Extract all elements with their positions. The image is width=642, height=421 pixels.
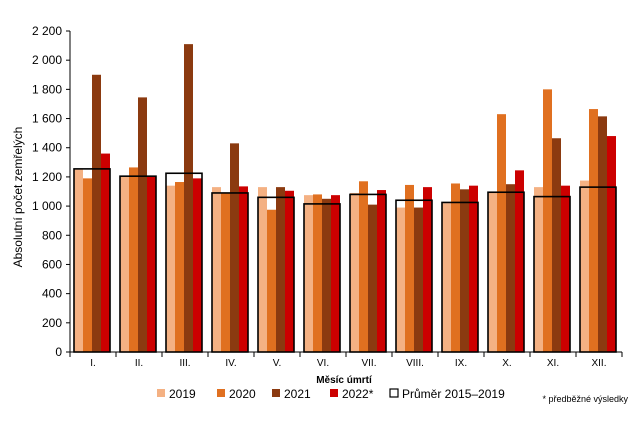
bar-2019-3 xyxy=(166,185,175,352)
bar-2020-10 xyxy=(497,114,506,352)
bar-2021-8 xyxy=(414,207,423,352)
bar-2019-2 xyxy=(120,176,129,352)
bar-2019-6 xyxy=(304,195,313,352)
y-tick-label: 800 xyxy=(42,228,62,242)
x-tick-label: III. xyxy=(179,358,190,369)
bar-2020-3 xyxy=(175,182,184,352)
bar-2020-4 xyxy=(221,192,230,352)
bar-2019-4 xyxy=(212,187,221,352)
bar-2021-5 xyxy=(276,187,285,352)
legend-swatch xyxy=(389,388,399,398)
legend: 2019 2020 2021 2022* Průměr 2015–2019 xyxy=(157,387,505,401)
x-tick-label: VI. xyxy=(317,358,329,369)
bar-2022-6 xyxy=(331,195,340,352)
bar-2021-11 xyxy=(552,138,561,352)
bar-2021-2 xyxy=(138,97,147,352)
y-tick-label: 1 600 xyxy=(32,112,62,126)
bar-2020-9 xyxy=(451,183,460,352)
x-axis-label: Měsíc úmrtí xyxy=(316,375,373,386)
y-tick-label: 600 xyxy=(42,257,62,271)
legend-label: 2022* xyxy=(342,387,374,401)
y-tick-label: 1 400 xyxy=(32,141,62,155)
legend-label: 2020 xyxy=(229,387,256,401)
y-axis: 0 200 400 600 800 1 000 1 200 1 400 1 600 1 800 2 … xyxy=(32,24,71,359)
legend-swatch xyxy=(157,389,165,397)
y-tick-label: 1 200 xyxy=(32,170,62,184)
bar-2020-12 xyxy=(589,109,598,352)
y-axis-label: Absolutní počet zemřelých xyxy=(11,127,25,268)
x-axis: I. II. III. IV. V. VI. VII. VIII. IX. X. XI. XII. xyxy=(69,351,623,369)
bar-2020-5 xyxy=(267,209,276,352)
bar-2021-6 xyxy=(322,198,331,352)
bar-2022-2 xyxy=(147,176,156,352)
bar-2021-4 xyxy=(230,143,239,352)
y-tick-label: 1 000 xyxy=(32,199,62,213)
x-tick-label: X. xyxy=(502,358,511,369)
y-tick-label: 400 xyxy=(42,287,62,301)
bar-2020-7 xyxy=(359,181,368,352)
bar-2022-4 xyxy=(239,186,248,352)
y-tick-label: 1 800 xyxy=(32,82,62,96)
bar-2021-9 xyxy=(460,189,469,352)
bar-2022-3 xyxy=(193,178,202,352)
bar-2021-3 xyxy=(184,44,193,353)
bars xyxy=(74,44,616,353)
bar-2019-12 xyxy=(580,180,589,352)
legend-swatch xyxy=(272,389,280,397)
y-tick-label: 200 xyxy=(42,316,62,330)
bar-2022-5 xyxy=(285,190,294,352)
bar-2022-12 xyxy=(607,136,616,352)
bar-2021-12 xyxy=(598,116,607,353)
x-tick-label: I. xyxy=(90,358,96,369)
bar-2019-1 xyxy=(74,169,83,352)
bar-2021-7 xyxy=(368,204,377,352)
x-tick-label: II. xyxy=(135,358,143,369)
bar-2022-1 xyxy=(101,153,110,352)
bar-2022-8 xyxy=(423,187,432,352)
x-tick-label: XI. xyxy=(547,358,559,369)
bar-2021-10 xyxy=(506,184,515,352)
bar-2020-1 xyxy=(83,178,92,352)
average-boxes xyxy=(73,168,617,353)
bar-2020-11 xyxy=(543,89,552,352)
bar-2019-8 xyxy=(396,207,405,352)
x-tick-label: VIII. xyxy=(406,358,424,369)
y-tick-label: 2 000 xyxy=(32,53,62,67)
bar-2020-6 xyxy=(313,194,322,352)
legend-label: Průměr 2015–2019 xyxy=(402,387,505,401)
legend-swatch xyxy=(330,389,338,397)
bar-2022-9 xyxy=(469,185,478,352)
x-tick-label: IX. xyxy=(455,358,467,369)
y-tick-label: 0 xyxy=(55,345,62,359)
bar-2020-2 xyxy=(129,167,138,352)
x-tick-label: V. xyxy=(273,358,282,369)
bar-2021-1 xyxy=(92,74,101,352)
legend-label: 2019 xyxy=(169,387,196,401)
x-tick-label: VII. xyxy=(361,358,376,369)
bar-2019-7 xyxy=(350,192,359,352)
x-tick-label: IV. xyxy=(225,358,236,369)
x-tick-label: XII. xyxy=(591,358,606,369)
footnote: * předběžné výsledky xyxy=(542,394,628,404)
legend-swatch xyxy=(217,389,225,397)
bar-2022-7 xyxy=(377,190,386,352)
legend-label: 2021 xyxy=(284,387,311,401)
bar-2022-10 xyxy=(515,170,524,352)
bar-2019-9 xyxy=(442,203,451,352)
bar-2020-8 xyxy=(405,184,414,352)
bar-2022-11 xyxy=(561,185,570,352)
bar-2019-10 xyxy=(488,192,497,352)
bar-2019-11 xyxy=(534,187,543,352)
y-tick-label: 2 200 xyxy=(32,24,62,38)
bar-2019-5 xyxy=(258,187,267,352)
